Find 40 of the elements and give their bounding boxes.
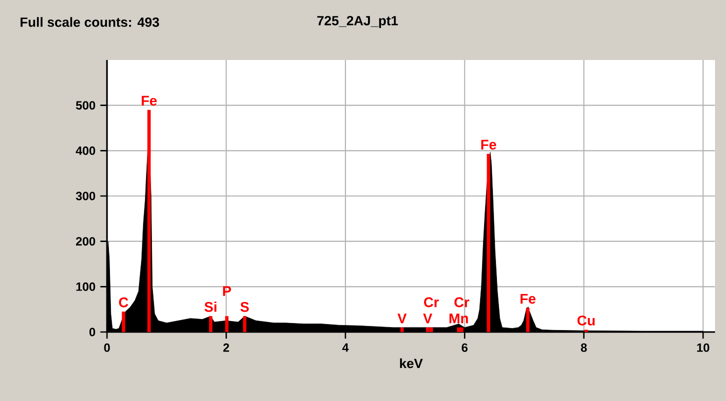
x-tick-label: 4: [342, 343, 349, 352]
y-tick-label: 100: [76, 282, 96, 291]
data-label: C: [119, 297, 128, 308]
bar: [209, 316, 212, 332]
y-tick-label: 400: [76, 146, 96, 155]
data-label: Fe: [481, 140, 496, 150]
data-label: V: [397, 314, 407, 324]
bar: [457, 327, 460, 332]
data-label: Fe: [142, 96, 157, 106]
data-label: Cr: [424, 297, 439, 308]
bar: [430, 327, 433, 332]
bar: [526, 308, 530, 332]
data-label: S: [240, 302, 249, 312]
bar: [486, 154, 490, 332]
bar: [243, 316, 246, 332]
bar: [426, 327, 430, 332]
x-tick-label: 2: [223, 343, 230, 352]
x-tick-label: 0: [104, 343, 110, 352]
y-tick-label: 200: [76, 237, 96, 246]
bar: [460, 327, 464, 332]
bar: [147, 110, 151, 332]
x-tick-label: 10: [697, 343, 710, 352]
bar: [400, 327, 404, 332]
y-tick-label: 300: [76, 192, 96, 200]
data-label: Mn: [450, 314, 468, 324]
chart-title: Full scale counts: 493: [20, 17, 160, 27]
y-tick-label: 500: [76, 101, 96, 110]
data-label: Si: [204, 302, 216, 312]
x-axis-title: keV: [400, 358, 423, 368]
data-label: Cu: [577, 316, 595, 326]
chart-subtitle: 725_2AJ_pt1: [317, 16, 398, 28]
bar: [122, 312, 126, 332]
bar: [225, 316, 228, 332]
data-label: Fe: [520, 294, 536, 304]
data-label: P: [223, 286, 231, 296]
y-tick-label: 0: [89, 328, 96, 336]
x-tick-label: 8: [580, 343, 587, 352]
data-label: Cr: [454, 297, 470, 308]
x-tick-label: 6: [462, 343, 468, 352]
data-label: V: [423, 314, 432, 324]
